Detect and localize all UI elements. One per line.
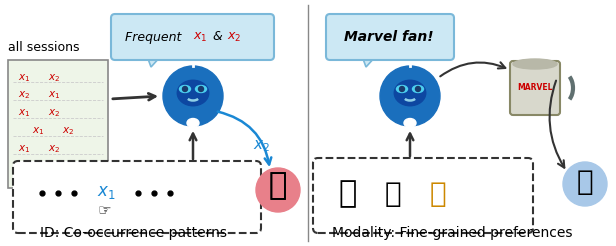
Text: 👕: 👕: [339, 180, 357, 209]
Text: $\mathbf{\it{x}}_1$: $\mathbf{\it{x}}_1$: [97, 183, 115, 201]
Text: $\it{x}_2$: $\it{x}_2$: [18, 89, 30, 101]
Text: $\it{x}_2$: $\it{x}_2$: [48, 107, 60, 119]
Text: Marvel fan!: Marvel fan!: [344, 30, 434, 44]
FancyBboxPatch shape: [111, 14, 274, 60]
Text: &: &: [213, 31, 227, 44]
Text: $\it{x}_1$: $\it{x}_1$: [32, 125, 44, 137]
Ellipse shape: [179, 86, 190, 92]
Text: 🤜: 🤜: [430, 180, 447, 208]
Text: 👩: 👩: [269, 171, 287, 200]
Ellipse shape: [513, 59, 557, 69]
Ellipse shape: [394, 80, 426, 106]
Ellipse shape: [195, 86, 206, 92]
Circle shape: [163, 66, 223, 126]
Text: all sessions: all sessions: [8, 41, 79, 54]
Text: $\it{x}_1$: $\it{x}_1$: [18, 143, 30, 155]
FancyBboxPatch shape: [13, 161, 261, 233]
Text: $\it{x}_1$: $\it{x}_1$: [18, 107, 30, 119]
Text: Frequent: Frequent: [125, 31, 185, 44]
Polygon shape: [147, 56, 161, 67]
Polygon shape: [8, 60, 108, 188]
Text: Modality: Fine-grained preferences: Modality: Fine-grained preferences: [332, 226, 572, 240]
Text: $\it{x}_2$: $\it{x}_2$: [62, 125, 75, 137]
FancyBboxPatch shape: [326, 14, 454, 60]
Text: 👩: 👩: [269, 171, 287, 200]
Text: $\mathbf{\it{x}}_2$: $\mathbf{\it{x}}_2$: [253, 138, 270, 154]
Circle shape: [380, 66, 440, 126]
Circle shape: [190, 55, 195, 60]
Text: MARVEL: MARVEL: [517, 83, 553, 92]
Text: $\it{x}_2$: $\it{x}_2$: [48, 72, 60, 84]
FancyBboxPatch shape: [510, 61, 560, 115]
Circle shape: [416, 87, 421, 92]
Text: $\it{x}_2$: $\it{x}_2$: [48, 143, 60, 155]
Text: $\it{x}_1$: $\it{x}_1$: [48, 89, 60, 101]
Text: 🧑: 🧑: [577, 168, 593, 196]
Text: $\mathbf{\it{x}}_2$: $\mathbf{\it{x}}_2$: [227, 31, 241, 44]
Polygon shape: [362, 56, 376, 67]
Text: 📱: 📱: [384, 180, 401, 208]
Circle shape: [256, 168, 300, 212]
Circle shape: [198, 87, 203, 92]
Text: $\mathbf{\it{x}}_1$: $\mathbf{\it{x}}_1$: [193, 31, 208, 44]
Circle shape: [408, 55, 413, 60]
Circle shape: [182, 87, 187, 92]
Circle shape: [400, 87, 405, 92]
Text: ☞: ☞: [97, 203, 111, 218]
FancyBboxPatch shape: [313, 158, 533, 233]
Ellipse shape: [404, 119, 416, 127]
Ellipse shape: [413, 86, 424, 92]
Ellipse shape: [177, 80, 209, 106]
Text: $\it{x}_1$: $\it{x}_1$: [18, 72, 30, 84]
Text: ID: Co-occurrence patterns: ID: Co-occurrence patterns: [39, 226, 227, 240]
Circle shape: [563, 162, 607, 206]
Ellipse shape: [397, 86, 408, 92]
Polygon shape: [94, 174, 108, 188]
Ellipse shape: [187, 119, 199, 127]
